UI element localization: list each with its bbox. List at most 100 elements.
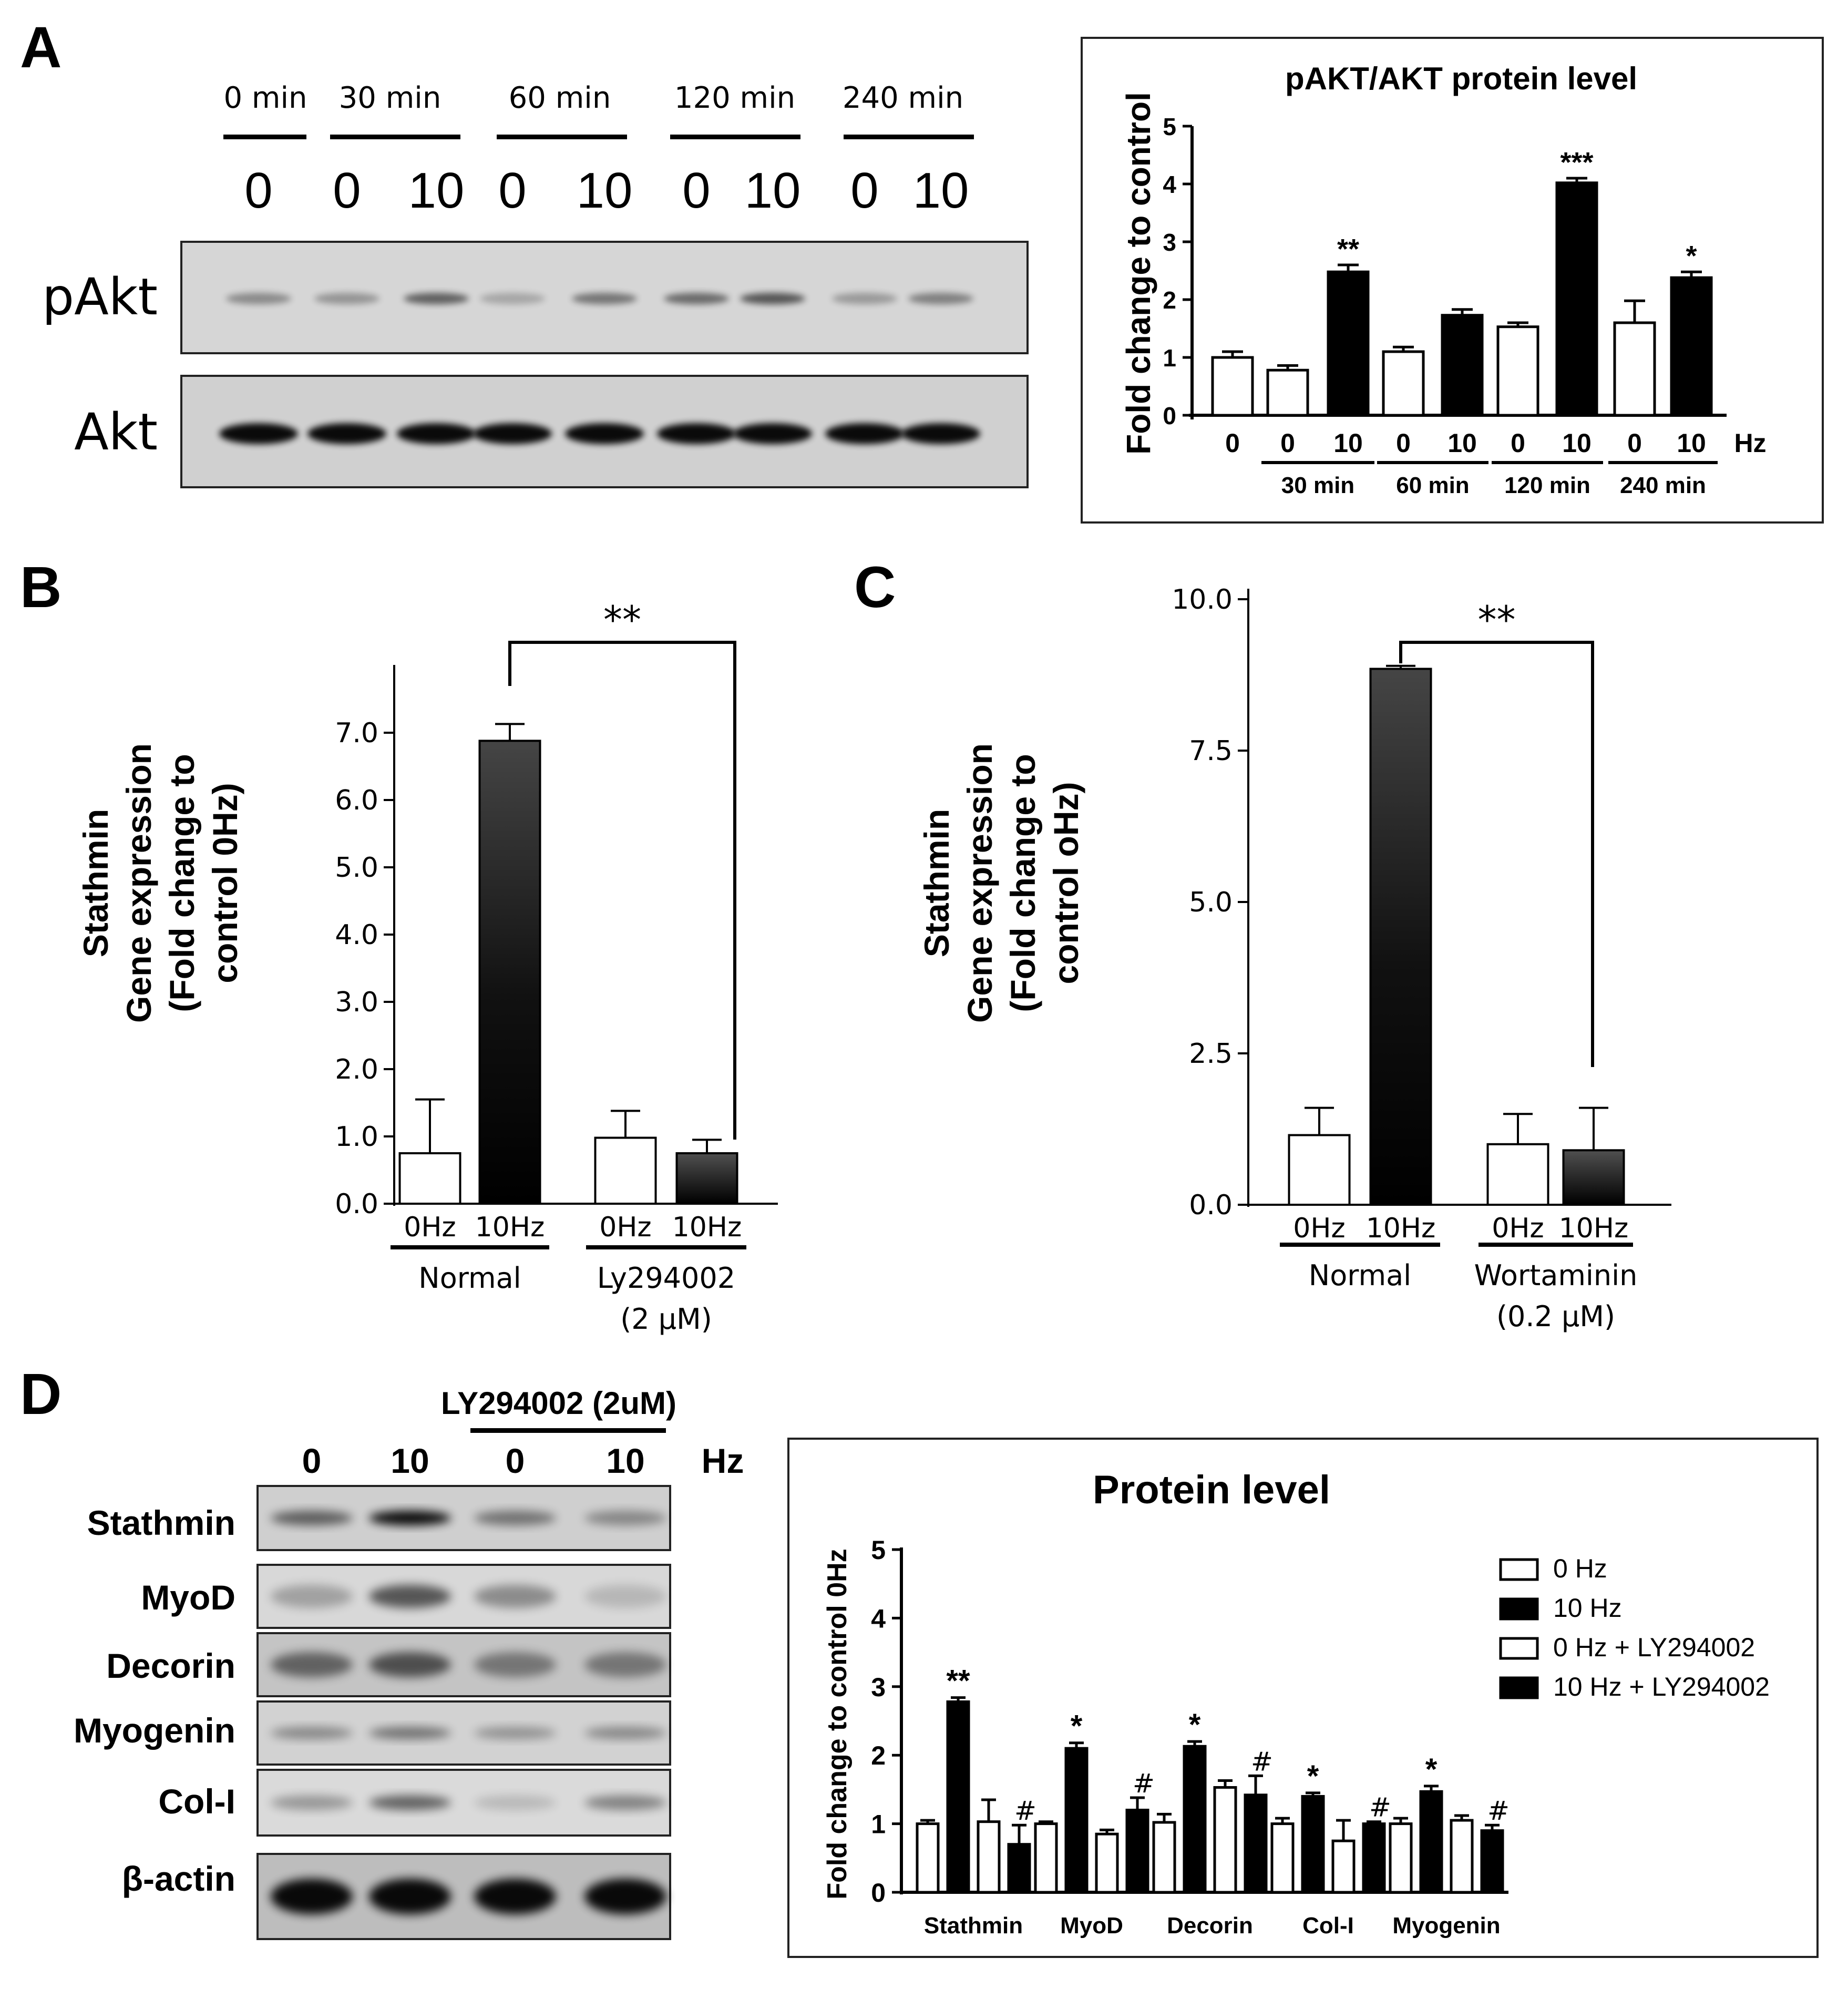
chart-d-category-label: Stathmin	[924, 1913, 1023, 1939]
chart-d-bar	[1301, 1795, 1325, 1894]
chart-b-group-label: Ly294002	[597, 1262, 735, 1295]
akt-band	[901, 423, 980, 444]
blot-d-band	[584, 1585, 666, 1608]
chart-d-bar	[1064, 1747, 1089, 1894]
chart-b-ylabel: (Fold change to	[162, 754, 201, 1012]
chart-d-category-label: MyoD	[1060, 1913, 1123, 1939]
chart-a-hz-label: 10	[1677, 428, 1706, 458]
blot-d-row-label: Col-I	[158, 1782, 235, 1821]
chart-a-hz-label: 0	[1627, 428, 1642, 458]
chart-c-ylabel: (Fold change to	[1003, 754, 1042, 1012]
chart-a-bar	[1382, 350, 1425, 417]
chart-d-ytick-label: 3	[871, 1673, 886, 1702]
blot-d-row-label: MyoD	[141, 1578, 235, 1617]
chart-a-ytick-label: 4	[1163, 171, 1176, 198]
blot-a-lane-hz: 10	[577, 162, 633, 219]
pakt-band	[908, 293, 973, 304]
blot-a-time-120: 120 min	[674, 81, 795, 115]
chart-d-title: Protein level	[1093, 1468, 1330, 1512]
blot-d-band	[584, 1652, 666, 1677]
chart-c-ylabel: Gene expression	[960, 743, 999, 1023]
blot-d-band	[369, 1585, 451, 1608]
chart-d-bar	[916, 1822, 940, 1894]
chart-c-bar-label: 0Hz	[1492, 1213, 1544, 1244]
blot-d-lane-hz: 10	[391, 1441, 429, 1480]
pakt-band	[404, 293, 469, 304]
chart-d-bar	[1331, 1839, 1356, 1894]
chart-d-bar	[1244, 1793, 1268, 1894]
chart-d-sig: *	[1307, 1759, 1319, 1793]
chart-a-sig: *	[1686, 240, 1697, 272]
blot-d-band	[474, 1652, 556, 1677]
chart-b-ytick-label: 1.0	[335, 1121, 378, 1153]
chart-c-bar	[1288, 1134, 1351, 1206]
chart-c-sig: **	[1478, 598, 1516, 642]
blot-a: 0 min 30 min 60 min 120 min 240 min 0 0 10…	[42, 81, 1029, 488]
chart-c-bar	[1562, 1149, 1625, 1206]
chart-a-bar	[1555, 181, 1598, 417]
blot-d-band	[369, 1795, 451, 1810]
blot-d-band	[584, 1511, 666, 1525]
chart-d-frame	[787, 1438, 1819, 1958]
chart-b-bar	[478, 740, 541, 1205]
blot-a-lane-hz: 0	[498, 162, 526, 219]
chart-c-ytick-label: 5.0	[1189, 887, 1233, 918]
chart-a-hz-label: 10	[1333, 428, 1363, 458]
chart-a-hz-label: 10	[1447, 428, 1477, 458]
blot-d-band	[474, 1727, 556, 1739]
chart-d-sig: **	[946, 1664, 970, 1698]
chart-b-ylabel: control 0Hz)	[206, 783, 244, 983]
pakt-band	[664, 293, 729, 304]
blot-a-lane-hz: 0	[682, 162, 710, 219]
chart-c-bar-label: 10Hz	[1559, 1213, 1629, 1244]
blot-d-band	[584, 1879, 666, 1914]
chart-d-category-label: Col-I	[1302, 1913, 1354, 1939]
chart-b-ylabel: Stathmin	[76, 809, 115, 957]
chart-b-bar-label: 0Hz	[404, 1212, 456, 1243]
chart-b-bar	[398, 1152, 461, 1205]
chart-a-bar	[1441, 314, 1484, 417]
chart-a-ylabel: Fold change to control	[1120, 92, 1157, 455]
chart-d-sig-hash: #	[1014, 1796, 1036, 1826]
chart-a-hz-label: 0	[1225, 428, 1240, 458]
chart-a: pAKT/AKT protein level Fold change to con…	[1120, 61, 1767, 498]
chart-a-ytick-label: 3	[1163, 229, 1176, 256]
chart-d-bar	[1389, 1822, 1413, 1894]
chart-d-legend-label: 0 Hz	[1553, 1554, 1607, 1583]
chart-d-bar	[946, 1700, 970, 1894]
chart-c-ytick-label: 10.0	[1172, 584, 1233, 616]
blot-d-band	[369, 1652, 451, 1677]
pakt-band	[832, 293, 897, 304]
blot-a-time-0: 0 min	[223, 81, 307, 115]
row-label-pakt: pAkt	[42, 268, 158, 326]
chart-c-bar-label: 0Hz	[1293, 1213, 1345, 1244]
chart-d-legend-swatch	[1499, 1597, 1539, 1621]
chart-a-ytick-label: 0	[1163, 402, 1176, 429]
blot-d-band	[369, 1511, 451, 1525]
chart-a-hz-label: 0	[1396, 428, 1411, 458]
chart-a-hz-label: 10	[1562, 428, 1592, 458]
blot-d-band	[271, 1879, 353, 1914]
chart-d-ytick-label: 5	[871, 1535, 886, 1565]
chart-d: Protein level Fold change to control 0Hz 0…	[822, 1468, 1770, 1939]
panel-label-c: C	[854, 555, 896, 620]
chart-d-bar	[1095, 1832, 1119, 1894]
chart-b-bar	[675, 1152, 738, 1205]
chart-d-ytick-label: 2	[871, 1741, 886, 1770]
chart-b-ytick-label: 7.0	[335, 717, 378, 749]
akt-band	[657, 423, 736, 444]
chart-b-ytick-label: 5.0	[335, 852, 378, 884]
chart-a-group-label: 30 min	[1281, 473, 1354, 498]
chart-b-bar-label: 10Hz	[672, 1212, 742, 1243]
chart-c-bar	[1369, 668, 1432, 1206]
chart-d-category-label: Decorin	[1167, 1913, 1253, 1939]
chart-d-bar	[1183, 1745, 1207, 1894]
blot-a-time-240: 240 min	[843, 81, 963, 115]
blot-d-band	[474, 1879, 556, 1914]
chart-c-ytick-label: 2.5	[1189, 1038, 1233, 1070]
chart-d-bar	[1480, 1829, 1504, 1894]
chart-c-bar	[1486, 1143, 1549, 1206]
panel-label-d: D	[20, 1362, 61, 1427]
blot-d-band	[271, 1652, 353, 1677]
chart-b-ytick-label: 6.0	[335, 785, 378, 816]
